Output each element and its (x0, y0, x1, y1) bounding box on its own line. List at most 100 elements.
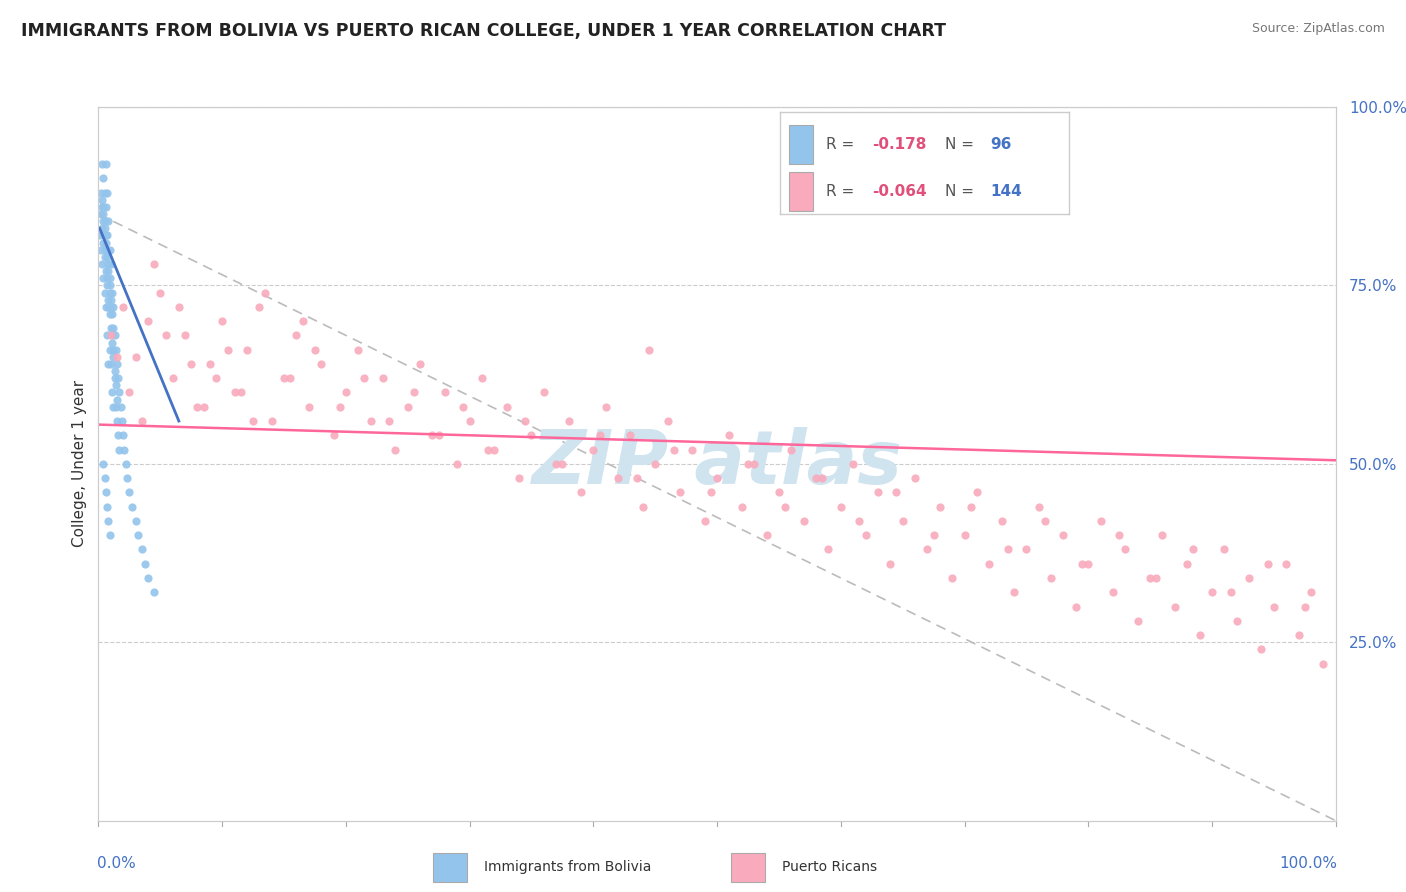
Point (94, 264, 117, 278)
Point (1077, 557, 1099, 571)
Text: ZIP atlas: ZIP atlas (531, 427, 903, 500)
Point (477, 442, 499, 457)
Point (93, 214, 115, 228)
Point (96, 243, 118, 257)
Point (706, 471, 728, 485)
Point (114, 457, 136, 471)
Point (198, 357, 221, 371)
Point (631, 500, 654, 514)
Text: Immigrants from Bolivia: Immigrants from Bolivia (484, 861, 651, 874)
Text: R =: R = (827, 136, 859, 152)
Point (1312, 657, 1334, 671)
Point (93, 250, 115, 264)
Text: Source: ZipAtlas.com: Source: ZipAtlas.com (1251, 22, 1385, 36)
Point (229, 385, 252, 400)
Point (582, 442, 605, 457)
Point (427, 428, 450, 442)
Text: 96: 96 (991, 136, 1012, 152)
Point (322, 428, 344, 442)
Point (103, 364, 125, 378)
Point (471, 371, 494, 385)
Point (997, 542, 1019, 557)
Point (335, 385, 357, 400)
Point (1237, 571, 1260, 585)
Point (731, 500, 754, 514)
Point (211, 314, 233, 328)
Point (91, 221, 114, 235)
Point (118, 485, 141, 500)
Point (186, 400, 208, 414)
Point (780, 442, 803, 457)
Point (433, 385, 456, 400)
Point (105, 350, 128, 364)
Point (1033, 514, 1056, 528)
Point (91, 257, 114, 271)
Point (304, 343, 326, 357)
Point (94, 243, 117, 257)
Point (93, 214, 115, 228)
Point (1040, 571, 1063, 585)
Point (93, 200, 115, 214)
Point (94, 235, 117, 250)
Point (111, 414, 134, 428)
Text: 0.0%: 0.0% (97, 856, 136, 871)
Point (136, 314, 159, 328)
Point (247, 300, 270, 314)
Point (105, 414, 128, 428)
Point (134, 557, 156, 571)
Point (804, 471, 827, 485)
Text: 144: 144 (991, 184, 1022, 199)
Point (1152, 528, 1174, 542)
Point (93, 221, 115, 235)
Point (124, 350, 146, 364)
Point (224, 385, 246, 400)
Point (98, 243, 121, 257)
Point (551, 457, 574, 471)
Point (167, 300, 190, 314)
Point (91, 200, 114, 214)
Point (1257, 557, 1279, 571)
Point (131, 414, 153, 428)
Point (886, 485, 908, 500)
Point (693, 514, 716, 528)
Point (107, 428, 129, 442)
Point (100, 293, 122, 307)
Point (101, 307, 124, 321)
Point (737, 457, 759, 471)
Point (484, 442, 506, 457)
Point (93, 235, 115, 250)
Point (162, 371, 184, 385)
Text: -0.064: -0.064 (873, 184, 927, 199)
Point (817, 542, 839, 557)
Point (96, 500, 118, 514)
Point (100, 357, 122, 371)
Point (97, 514, 120, 528)
Point (830, 500, 852, 514)
Point (107, 371, 129, 385)
Point (105, 392, 128, 407)
Point (990, 514, 1012, 528)
Point (98, 278, 121, 293)
Point (755, 528, 778, 542)
Point (626, 471, 648, 485)
Point (453, 400, 475, 414)
Point (104, 378, 127, 392)
Point (97, 357, 120, 371)
Point (97, 264, 120, 278)
Point (1126, 614, 1149, 628)
Point (409, 357, 432, 371)
Point (402, 385, 425, 400)
Point (773, 500, 796, 514)
Point (742, 457, 765, 471)
Point (1219, 585, 1241, 599)
Point (90, 186, 112, 200)
Point (681, 442, 703, 457)
Point (959, 500, 981, 514)
Point (103, 400, 125, 414)
Point (1294, 599, 1316, 614)
Point (1175, 557, 1198, 571)
Point (112, 442, 135, 457)
Point (112, 428, 135, 442)
Point (396, 400, 419, 414)
Point (96, 278, 118, 293)
